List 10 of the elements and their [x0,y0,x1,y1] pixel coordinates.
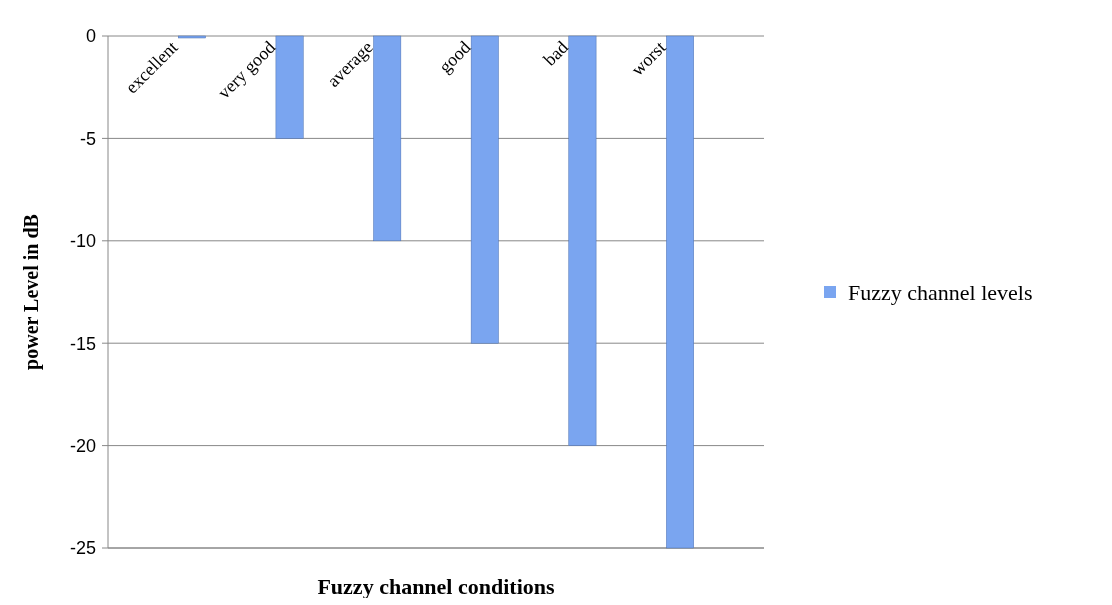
y-tick-label: 0 [85,26,96,47]
x-axis-title: Fuzzy channel conditions [317,574,555,599]
y-tick-label: -5 [79,128,96,149]
y-axis-title: power Level in dB [20,214,43,370]
x-tick-label: bad [539,37,573,70]
y-tick-label: -10 [69,231,96,252]
y-tick-label: -25 [69,538,96,559]
y-tick-label: -20 [69,435,96,456]
y-tick-label: -15 [69,333,96,354]
legend-label: Fuzzy channel levels [848,279,1033,305]
